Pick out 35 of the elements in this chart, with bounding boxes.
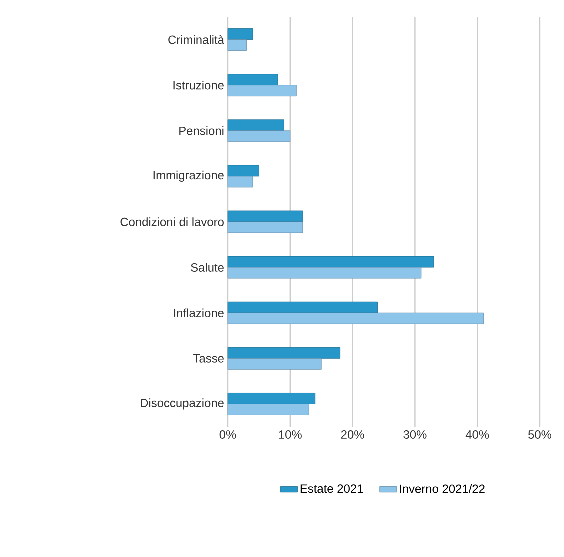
bar [228, 347, 341, 359]
bar [228, 120, 284, 132]
x-tick-label: 10% [279, 430, 302, 439]
y-tick-label: Salute [191, 263, 224, 272]
x-tick-label: 0% [220, 430, 236, 439]
bar [228, 210, 304, 222]
bar [228, 256, 434, 268]
y-tick-label: Istruzione [174, 80, 224, 90]
legend-label: Estate 2021 [300, 484, 364, 494]
y-tick-label: Inflazione [174, 308, 224, 318]
bar [228, 302, 378, 314]
bar [228, 176, 254, 188]
bar [228, 404, 310, 416]
y-tick-label: Pensioni [180, 126, 224, 136]
bar [228, 28, 254, 40]
bar [228, 222, 304, 234]
bar [228, 393, 316, 404]
bar [228, 85, 297, 97]
bar [228, 130, 291, 142]
y-tick-label: Tasse [194, 354, 224, 363]
x-tick-label: 30% [404, 430, 427, 439]
bar [228, 358, 322, 370]
bar [228, 165, 260, 177]
x-tick-label: 40% [466, 430, 490, 439]
bar [228, 267, 422, 279]
bar [228, 74, 278, 86]
bar [228, 40, 247, 51]
y-tick-label: Immigrazione [154, 170, 224, 182]
y-tick-label: Disoccupazione [141, 398, 224, 410]
x-tick-label: 20% [341, 430, 364, 439]
y-tick-label: Criminalità [168, 35, 224, 44]
x-tick-label: 50% [528, 430, 552, 439]
legend-label: Inverno 2021/22 [400, 484, 485, 494]
bar [228, 312, 484, 324]
y-tick-label: Condizioni di lavoro [120, 218, 224, 226]
